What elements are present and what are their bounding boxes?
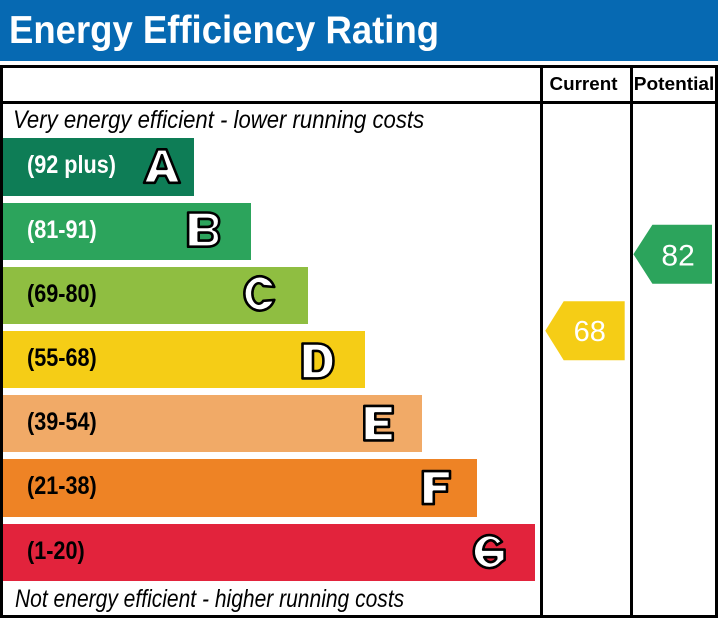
svg-text:68: 68 xyxy=(574,316,606,348)
svg-text:82: 82 xyxy=(661,240,694,273)
